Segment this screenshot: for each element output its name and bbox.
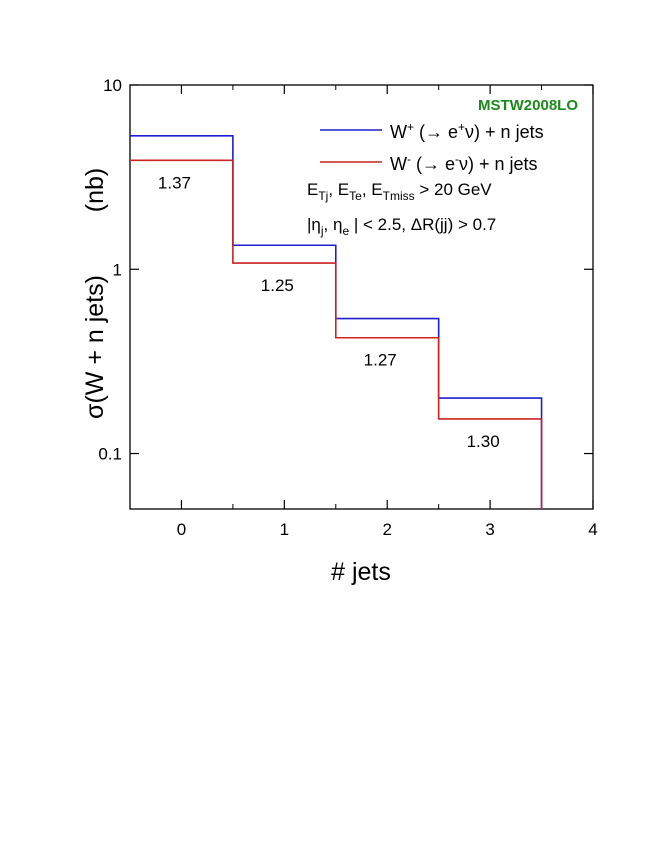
legend-label-wminus: W- (→ e-ν) + n jets <box>390 152 538 174</box>
cuts-annotation: ETj, ETe, ETmiss > 20 GeV |ηj, ηe | < 2.… <box>307 180 496 238</box>
y-tick-label: 0.1 <box>98 445 122 464</box>
series-group <box>130 135 543 509</box>
x-tick-label: 0 <box>177 520 186 539</box>
ratio-label: 1.30 <box>467 432 500 451</box>
x-tick-label: 2 <box>382 520 391 539</box>
x-tick-label: 4 <box>588 520 597 539</box>
x-tick-label: 1 <box>280 520 289 539</box>
y-tick-label: 10 <box>103 76 122 95</box>
x-tick-label: 3 <box>485 520 494 539</box>
y-axis-title: σ(W + n jets) <box>81 275 109 419</box>
x-axis-title: # jets <box>331 558 391 586</box>
cut-line-2: |ηj, ηe | < 2.5, ΔR(jj) > 0.7 <box>307 215 496 238</box>
cut-line-1: ETj, ETe, ETmiss > 20 GeV <box>307 180 492 203</box>
pdf-label: MSTW2008LO <box>478 97 578 114</box>
ratio-label: 1.27 <box>364 351 397 370</box>
legend: W+ (→ e+ν) + n jets W- (→ e-ν) + n jets <box>320 120 544 174</box>
ratio-label: 1.25 <box>261 276 294 295</box>
y-axis-unit: (nb) <box>81 168 109 212</box>
ratio-label: 1.37 <box>158 173 191 192</box>
series-step-1 <box>130 159 543 509</box>
plot-frame <box>129 84 594 510</box>
y-tick-label: 1 <box>113 260 122 279</box>
axis-ticks: 0 1 2 3 4 0.1 1 10 <box>98 76 597 539</box>
legend-label-wplus: W+ (→ e+ν) + n jets <box>390 120 544 142</box>
ratio-labels: 1.37 1.25 1.27 1.30 <box>158 173 500 451</box>
